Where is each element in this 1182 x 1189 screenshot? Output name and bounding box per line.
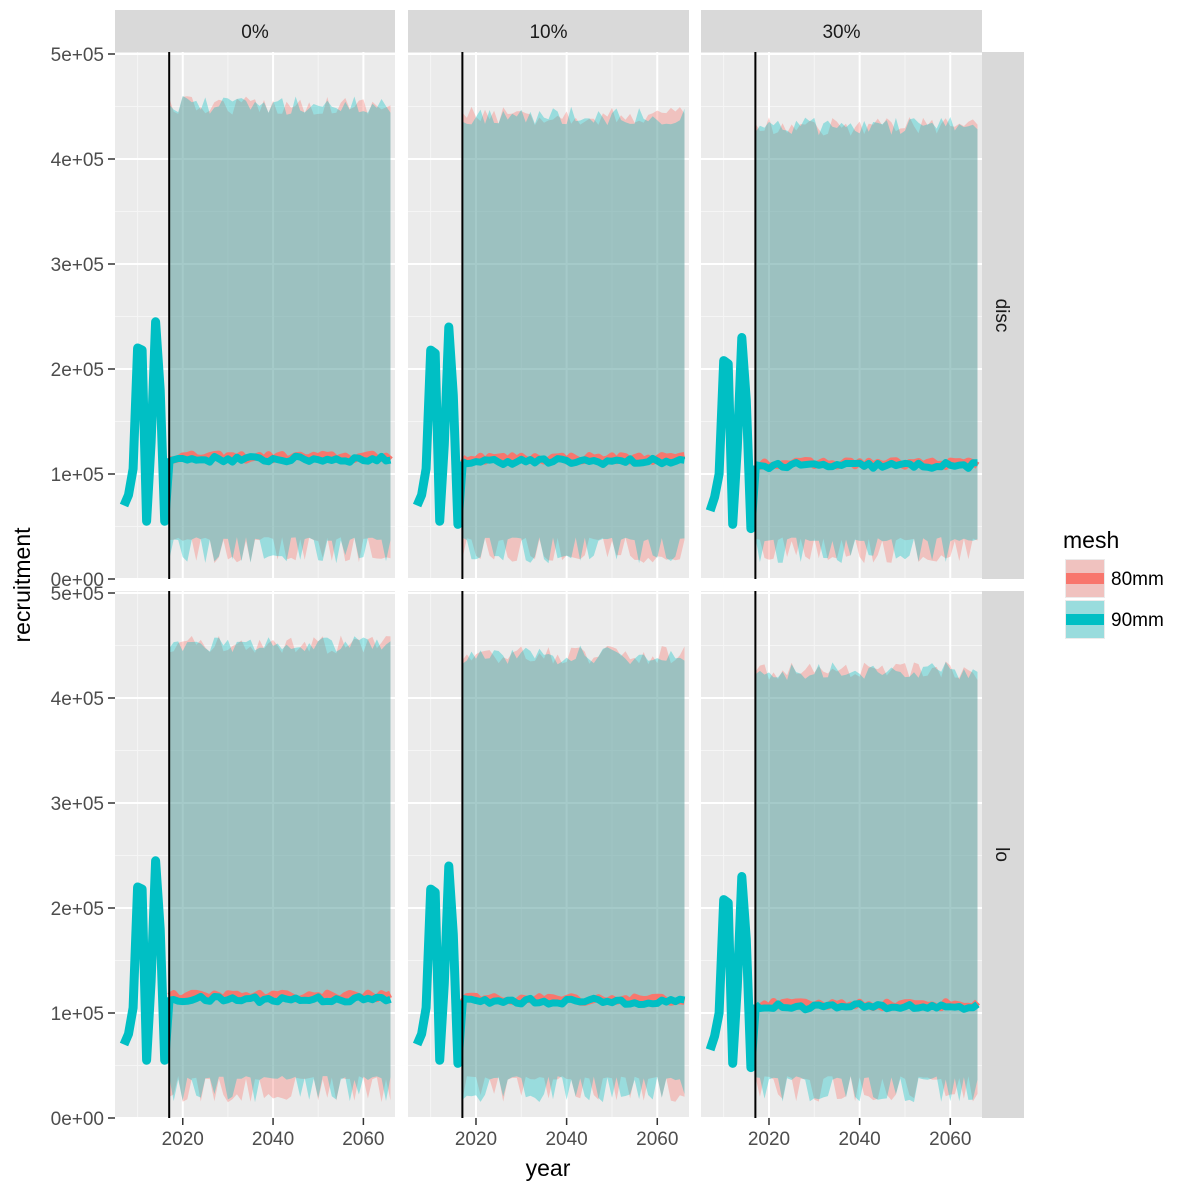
facet-strip-label: 30% <box>822 22 860 43</box>
median-line-90mm <box>753 1000 980 1014</box>
band-80mm <box>755 661 978 1102</box>
facet-strip-3 <box>701 10 982 52</box>
band-80mm <box>462 645 685 1102</box>
historical-line-90mm <box>412 322 467 529</box>
y-tick-label: 1e+05 <box>51 1004 104 1025</box>
legend-keys: 80mm 90mm <box>1065 559 1164 639</box>
band-90mm <box>462 645 685 1103</box>
y-axis-title: recruitment <box>9 527 35 643</box>
axes-layer: 0e+001e+052e+053e+054e+055e+050e+001e+05… <box>51 45 972 1150</box>
x-tick-label: 2040 <box>838 1129 880 1150</box>
historical-line-90mm <box>705 872 760 1073</box>
panel-lo-30pct <box>701 591 982 1119</box>
legend-label-90mm: 90mm <box>1111 610 1164 631</box>
panels-layer: 0% 10% 30% disc lo <box>115 10 1024 1119</box>
x-tick-label: 2040 <box>252 1129 294 1150</box>
facet-strip-label: 0% <box>241 22 269 43</box>
median-line-90mm <box>461 994 686 1008</box>
x-tick-label: 2040 <box>545 1129 587 1150</box>
y-tick-label: 3e+05 <box>51 794 104 815</box>
row-strip-2 <box>982 591 1024 1118</box>
facet-strip-2 <box>408 10 689 52</box>
y-tick-label: 0e+00 <box>51 1109 104 1130</box>
x-tick-label: 2020 <box>162 1129 204 1150</box>
y-tick-label: 5e+05 <box>51 45 104 66</box>
band-90mm <box>169 636 391 1103</box>
band-90mm <box>462 106 685 564</box>
historical-line-90mm <box>705 333 760 534</box>
band-80mm <box>462 106 685 563</box>
facet-strip-label: 10% <box>529 22 567 43</box>
legend-key-line-80mm <box>1066 573 1104 584</box>
legend-title: mesh <box>1063 527 1119 553</box>
panel-disc-0pct <box>115 52 395 580</box>
x-tick-label: 2020 <box>748 1129 790 1150</box>
band-80mm <box>169 635 391 1103</box>
row-strip-label: lo <box>991 847 1012 862</box>
y-tick-label: 3e+05 <box>51 255 104 276</box>
median-line-90mm <box>460 454 686 468</box>
x-tick-label: 2060 <box>342 1129 384 1150</box>
panel-lo-0pct <box>115 591 395 1119</box>
y-tick-label: 2e+05 <box>51 360 104 381</box>
y-tick-label: 4e+05 <box>51 689 104 710</box>
median-line-90mm <box>168 992 392 1006</box>
panel-lo-10pct <box>408 591 689 1119</box>
band-90mm <box>755 117 978 563</box>
row-strip-1 <box>982 52 1024 579</box>
y-tick-label: 5e+05 <box>51 584 104 605</box>
band-90mm <box>169 96 391 564</box>
panel-disc-30pct <box>701 52 982 580</box>
x-tick-label: 2020 <box>455 1129 497 1150</box>
legend: mesh 80mm 90mm <box>1063 527 1164 639</box>
median-line-90mm <box>754 459 978 473</box>
historical-line-90mm <box>119 856 174 1065</box>
facet-strip-1 <box>115 10 395 52</box>
band-80mm <box>169 96 391 563</box>
band-80mm <box>755 117 978 564</box>
x-tick-label: 2060 <box>929 1129 971 1150</box>
y-tick-label: 0e+00 <box>51 570 104 591</box>
historical-line-90mm <box>119 317 174 526</box>
band-90mm <box>755 662 978 1103</box>
y-tick-label: 1e+05 <box>51 465 104 486</box>
x-axis-title: year <box>526 1155 571 1181</box>
y-tick-label: 2e+05 <box>51 899 104 920</box>
legend-key-line-90mm <box>1066 614 1104 625</box>
panel-disc-10pct <box>408 52 689 580</box>
row-strip-label: disc <box>991 299 1012 333</box>
median-line-90mm <box>167 452 392 466</box>
legend-label-80mm: 80mm <box>1111 569 1164 590</box>
historical-line-90mm <box>412 861 467 1068</box>
y-tick-label: 4e+05 <box>51 150 104 171</box>
x-tick-label: 2060 <box>636 1129 678 1150</box>
